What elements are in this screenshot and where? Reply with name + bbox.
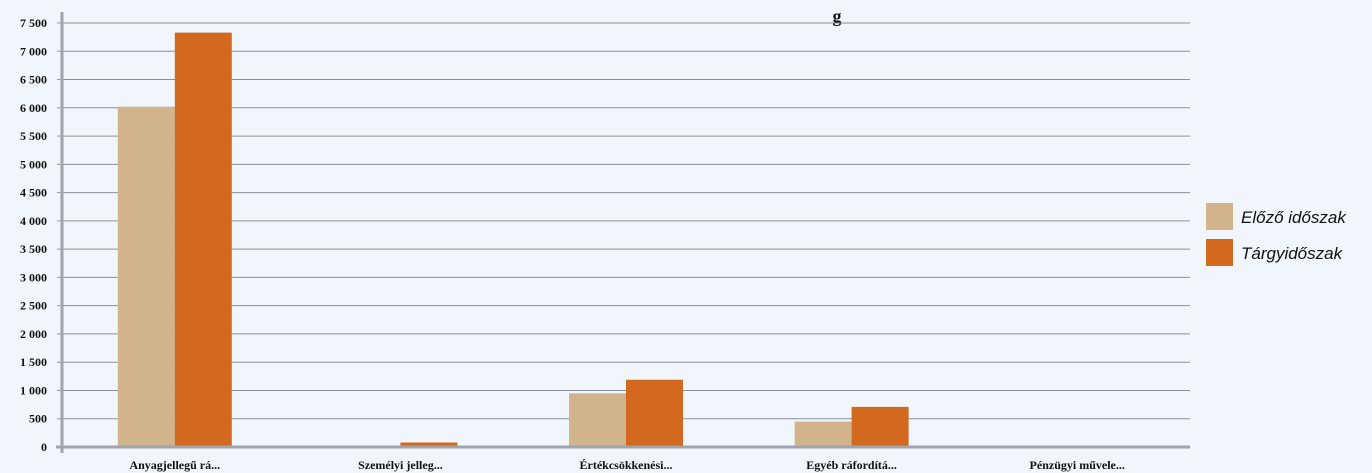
bar	[851, 406, 909, 447]
y-tick-label: 4 500	[20, 186, 47, 200]
x-tick-label: Értékcsökkenési...	[580, 458, 673, 472]
bar	[117, 106, 175, 447]
y-tick-label: 500	[29, 412, 47, 426]
y-tick-label: 6 500	[20, 73, 47, 87]
y-tick-label: 3 000	[20, 270, 47, 284]
y-tick-label: 0	[41, 440, 47, 454]
x-tick-label: Pénzügyi művele...	[1030, 458, 1125, 472]
legend: Előző időszak Tárgyidőszak	[1206, 203, 1347, 266]
y-tick-label: 2 000	[20, 327, 47, 341]
y-tick-label: 7 000	[20, 44, 47, 58]
bar	[626, 379, 683, 447]
chart-title: g	[833, 6, 842, 26]
bar	[569, 393, 626, 447]
bar	[794, 421, 852, 447]
x-axis-categories: Anyagjellegű rá... Személyi jelleg... Érté…	[129, 458, 1124, 472]
y-tick-label: 7 500	[20, 16, 47, 30]
y-tick-label: 2 500	[20, 299, 47, 313]
x-tick-label: Anyagjellegű rá...	[129, 458, 220, 472]
legend-swatch	[1206, 239, 1233, 266]
bars	[117, 32, 909, 448]
y-tick-label: 6 000	[20, 101, 47, 115]
legend-swatch	[1206, 203, 1233, 230]
x-tick-label: Személyi jelleg...	[358, 458, 443, 472]
legend-label: Tárgyidőszak	[1241, 244, 1344, 263]
bar	[174, 32, 232, 448]
y-tick-label: 1 500	[20, 355, 47, 369]
y-tick-label: 5 000	[20, 157, 47, 171]
bar	[400, 442, 458, 447]
y-axis-ticks: 0 500 1 000 1 500 2 000 2 500 3 000 3 500 4 000 4…	[20, 16, 62, 454]
y-tick-label: 1 000	[20, 383, 47, 397]
y-tick-label: 3 500	[20, 242, 47, 256]
legend-label: Előző időszak	[1241, 208, 1347, 227]
gridlines	[62, 22, 1190, 420]
y-tick-label: 5 500	[20, 129, 47, 143]
axes	[56, 12, 1190, 453]
x-tick-label: Egyéb ráfordítá...	[806, 458, 897, 472]
y-tick-label: 4 000	[20, 214, 47, 228]
